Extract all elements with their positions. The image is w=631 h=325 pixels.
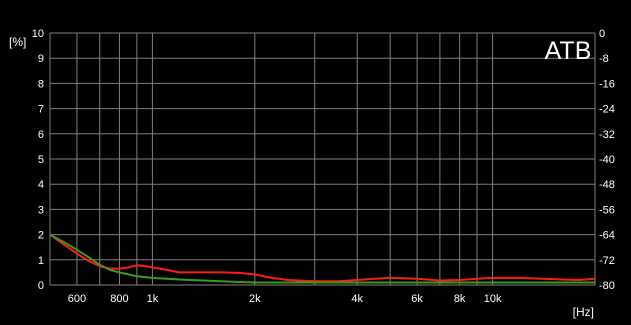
y-tick-label-left: 4 — [38, 179, 44, 191]
y-tick-label-left: 3 — [38, 204, 44, 216]
grid-layer — [49, 32, 596, 286]
watermark-atb: ATB — [545, 37, 592, 65]
series-line-green — [49, 233, 595, 284]
y-tick-label-right: -16 — [599, 78, 615, 90]
y-tick-label-left: 0 — [38, 280, 44, 292]
y-tick-label-left: 8 — [38, 78, 44, 90]
y-tick-label-left: 6 — [38, 129, 44, 141]
y-tick-label-right: -48 — [599, 179, 615, 191]
y-tick-label-right: -40 — [599, 154, 615, 166]
y-tick-label-right: -64 — [599, 230, 615, 242]
x-tick-label: 1k — [147, 293, 159, 305]
y-tick-label-right: -56 — [599, 204, 615, 216]
x-tick-label: 4k — [351, 293, 363, 305]
y-tick-label-left: 9 — [38, 53, 44, 65]
y-tick-label-left: 1 — [38, 255, 44, 267]
x-tick-label: 2k — [249, 293, 261, 305]
y-tick-label-right: -32 — [599, 129, 615, 141]
y-axis-label-left: [%] — [9, 35, 26, 49]
x-tick-label: 6k — [411, 293, 423, 305]
y-tick-label-left: 5 — [38, 154, 44, 166]
y-tick-label-right: -8 — [599, 53, 609, 65]
y-tick-label-left: 7 — [38, 104, 44, 116]
y-tick-label-right: 0 — [599, 28, 605, 40]
y-tick-label-right: -24 — [599, 104, 615, 116]
x-axis: 600 800 1k 2k 4k 6k 8k 10k — [68, 293, 502, 305]
y-tick-label-right: -72 — [599, 255, 615, 267]
x-tick-label: 8k — [454, 293, 466, 305]
series-layer — [49, 233, 596, 284]
y-tick-label-left: 10 — [32, 28, 44, 40]
y-tick-label-right: -80 — [599, 280, 615, 292]
x-axis-label: [Hz] — [573, 305, 594, 319]
right-axis: 0 -8 -16 -24 -32 -40 -48 -56 -64 -72 -80 — [599, 28, 615, 292]
y-tick-label-left: 2 — [38, 230, 44, 242]
x-tick-label: 10k — [484, 293, 502, 305]
x-tick-label: 600 — [68, 293, 86, 305]
left-axis: 0 1 2 3 4 5 6 7 8 9 10 — [32, 28, 44, 292]
x-tick-label: 800 — [110, 293, 128, 305]
series-line-red — [49, 233, 596, 283]
